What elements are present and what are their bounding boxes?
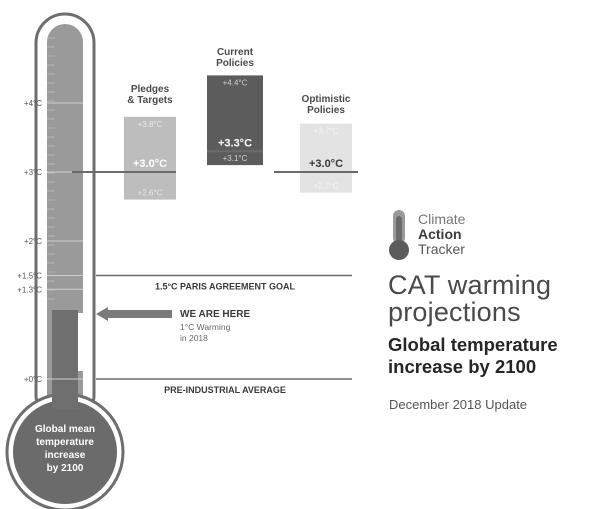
scenario-high-label-1: +4.4°C xyxy=(223,78,248,87)
bulb-label-line-3: by 2100 xyxy=(47,463,84,474)
scenario-high-label-0: +3.8°C xyxy=(138,120,163,129)
scale-tick-label-0: +0°C xyxy=(24,375,42,384)
mercury-column xyxy=(52,310,78,409)
scenario-name-0-line-1: Pledges xyxy=(131,84,170,95)
logo-wordmark: Climate Action Tracker xyxy=(418,212,465,257)
scenario-median-label-2: +3.0°C xyxy=(309,158,343,170)
logo-line-3: Tracker xyxy=(418,241,465,257)
scenario-low-label-1: +3.1°C xyxy=(223,154,248,163)
scale-tick-label-1: +1.3°C xyxy=(17,285,42,294)
we-are-here-label: WE ARE HERE xyxy=(180,309,251,320)
thermometer-icon xyxy=(389,210,409,260)
current-arrow xyxy=(96,307,172,321)
scale-tick-label-4: +3°C xyxy=(24,168,42,177)
scenario-name-2-line-2: Policies xyxy=(307,105,345,116)
thermometer-bulb xyxy=(13,400,117,504)
scale-tick-label-2: +1.5°C xyxy=(17,272,42,281)
bulb-label-line-1: temperature xyxy=(36,437,94,448)
scenario-name-1-line-2: Policies xyxy=(216,58,254,69)
update-date: December 2018 Update xyxy=(389,397,528,412)
scenario-high-label-2: +3.7°C xyxy=(314,127,339,136)
logo-line-2: Action xyxy=(418,226,462,242)
bulb-label-line-2: increase xyxy=(45,450,86,461)
scenario-name-2-line-1: Optimistic xyxy=(302,94,351,105)
scenario-median-label-0: +3.0°C xyxy=(133,158,167,170)
scenario-box-1 xyxy=(207,75,263,166)
scale-tick-label-5: +4°C xyxy=(24,99,42,108)
cat-logo: Climate Action Tracker xyxy=(388,208,498,264)
scenario-name-0-line-2: & Targets xyxy=(127,95,173,106)
scenario-box-0 xyxy=(124,116,176,200)
scenario-name-1-line-1: Current xyxy=(217,47,254,58)
scale-tick-label-3: +2°C xyxy=(24,237,42,246)
scenario-low-label-0: +2.6°C xyxy=(138,189,163,198)
scenario-low-label-2: +2.7°C xyxy=(314,182,339,191)
current-note-line-1: 1°C Warming xyxy=(180,322,231,332)
current-note-line-2: in 2018 xyxy=(180,333,208,343)
mercury-highlight xyxy=(78,313,83,371)
scenario-median-label-1: +3.3°C xyxy=(218,137,252,149)
logo-line-1: Climate xyxy=(418,211,466,227)
scenario-box-2 xyxy=(300,123,352,193)
bulb-label-line-0: Global mean xyxy=(35,424,95,435)
reference-label-1: PRE-INDUSTRIAL AVERAGE xyxy=(164,385,286,395)
reference-label-0: 1.5°C PARIS AGREEMENT GOAL xyxy=(155,282,296,292)
chart-title: CAT warming projections xyxy=(388,270,552,327)
chart-subtitle: Global temperature increase by 2100 xyxy=(388,334,558,377)
